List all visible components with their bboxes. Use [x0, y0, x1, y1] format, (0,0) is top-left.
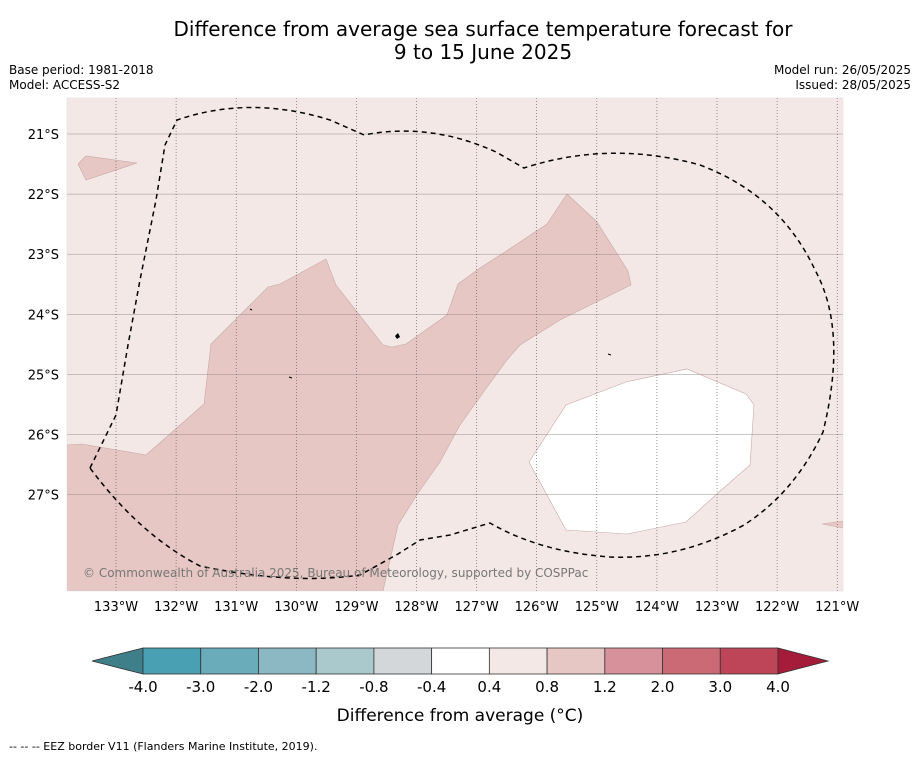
- lon-label: 129°W: [334, 600, 378, 615]
- colorbar-tick-label: -0.8: [359, 678, 388, 696]
- copyright: © Commonwealth of Australia 2025, Bureau…: [83, 566, 588, 580]
- longitude-labels: 133°W 132°W 131°W 130°W 129°W 128°W 127°W 126°W…: [94, 600, 860, 615]
- island-dot-3: [288, 376, 293, 379]
- colorbar-tick-label: -4.0: [128, 678, 157, 696]
- island-dot-2: [249, 308, 253, 311]
- colorbar-band: [546, 647, 606, 675]
- lon-label: 128°W: [394, 600, 438, 615]
- colorbar-tick-label: -1.2: [302, 678, 331, 696]
- lon-label: 125°W: [575, 600, 619, 615]
- lat-label: 24°S: [28, 308, 59, 323]
- lat-label: 23°S: [28, 248, 59, 263]
- anomaly-band-island: [77, 155, 138, 181]
- island-dot-4: [607, 353, 612, 356]
- colorbar: -4.0 -3.0 -2.0 -1.2 -0.8 -0.4 0.4 0.8 1.2 2.0 3.0 4…: [91, 647, 830, 726]
- lat-label: 21°S: [28, 128, 59, 143]
- colorbar-extend-low: [91, 647, 144, 675]
- colorbar-band: [662, 647, 721, 675]
- eez-legend-note: -- -- -- EEZ border V11 (Flanders Marine…: [9, 740, 318, 753]
- lon-label: 126°W: [515, 600, 559, 615]
- colorbar-title: Difference from average (°C): [337, 706, 584, 726]
- base-period: Base period: 1981-2018: [9, 63, 154, 77]
- lon-label: 131°W: [214, 600, 258, 615]
- colorbar-band: [142, 647, 202, 675]
- lat-label: 26°S: [28, 429, 59, 444]
- issued-date: Issued: 28/05/2025: [795, 78, 911, 92]
- lon-label: 123°W: [695, 600, 739, 615]
- colorbar-tick-label: -2.0: [244, 678, 273, 696]
- colorbar-band: [431, 647, 490, 675]
- map-panel: © Commonwealth of Australia 2025, Bureau…: [66, 97, 844, 592]
- colorbar-band: [200, 647, 259, 675]
- colorbar-band: [315, 647, 375, 675]
- meta-right: Model run: 26/05/2025 Issued: 28/05/2025: [774, 63, 911, 93]
- colorbar-tick-label: 0.8: [535, 678, 559, 696]
- title-line-1: Difference from average sea surface temp…: [173, 17, 793, 41]
- colorbar-band: [258, 647, 317, 675]
- neutral-region: [528, 368, 755, 535]
- lat-label: 22°S: [28, 188, 59, 203]
- colorbar-band: [488, 647, 548, 675]
- colorbar-band: [373, 647, 433, 675]
- colorbar-band: [604, 647, 663, 675]
- title-line-2: 9 to 15 June 2025: [393, 40, 573, 64]
- anomaly-band-edge: [821, 520, 843, 529]
- lon-label: 133°W: [94, 600, 138, 615]
- island-dot-1: [395, 333, 400, 339]
- colorbar-tick-label: -3.0: [186, 678, 215, 696]
- colorbar-tick-label: 4.0: [766, 678, 790, 696]
- colorbar-tick-label: 3.0: [708, 678, 732, 696]
- latitude-labels: 21°S 22°S 23°S 24°S 25°S 26°S 27°S: [28, 128, 59, 504]
- colorbar-tick-label: 0.4: [477, 678, 501, 696]
- lat-label: 27°S: [28, 489, 59, 504]
- lon-label: 122°W: [755, 600, 799, 615]
- anomaly-band-main: [67, 193, 632, 591]
- colorbar-tick-labels: -4.0 -3.0 -2.0 -1.2 -0.8 -0.4 0.4 0.8 1.2 2.0 3.0 4…: [128, 678, 790, 696]
- colorbar-bands: [91, 647, 830, 675]
- lon-label: 121°W: [815, 600, 859, 615]
- model-run: Model run: 26/05/2025: [773, 63, 911, 77]
- meta-left: Base period: 1981-2018 Model: ACCESS-S2: [9, 63, 154, 93]
- colorbar-tick-label: 1.2: [593, 678, 617, 696]
- model-name: Model: ACCESS-S2: [9, 78, 121, 92]
- gridlines: [67, 98, 843, 591]
- lon-label: 124°W: [635, 600, 679, 615]
- colorbar-extend-high: [777, 647, 830, 675]
- map-title: Difference from average sea surface temp…: [0, 18, 919, 64]
- lat-label: 25°S: [28, 368, 59, 383]
- eez-border: [89, 106, 835, 580]
- lon-label: 132°W: [154, 600, 198, 615]
- lon-label: 127°W: [455, 600, 499, 615]
- colorbar-tick-label: -0.4: [417, 678, 446, 696]
- colorbar-band: [719, 647, 779, 675]
- lon-label: 130°W: [274, 600, 318, 615]
- colorbar-tick-label: 2.0: [651, 678, 675, 696]
- map-frame: [66, 97, 844, 592]
